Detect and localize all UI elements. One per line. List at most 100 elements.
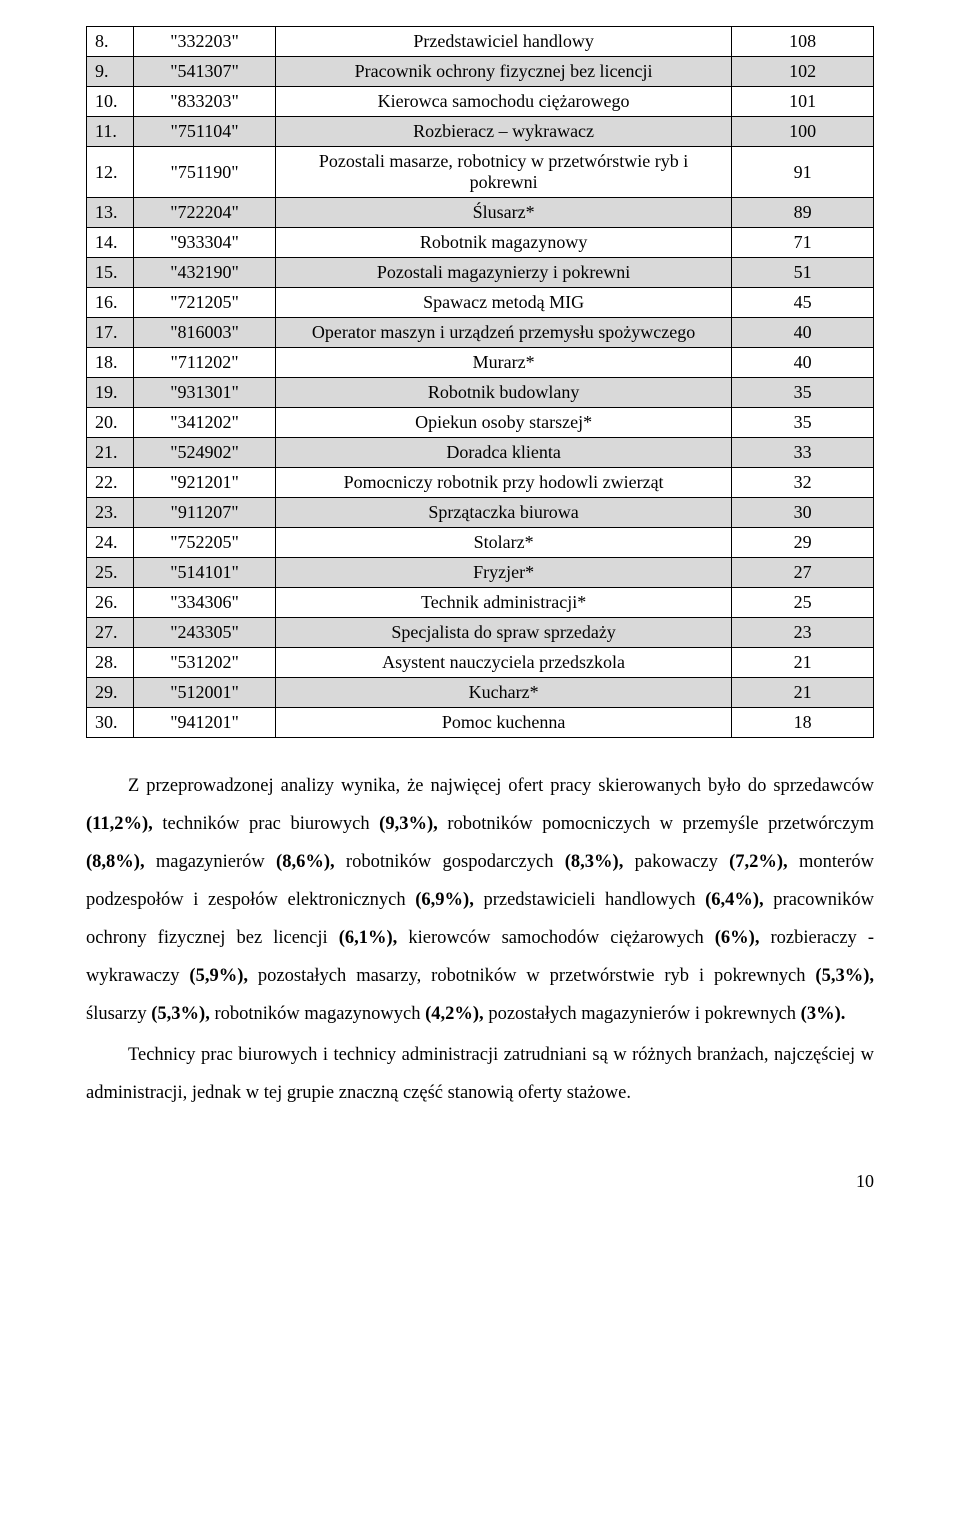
table-row: 15."432190"Pozostali magazynierzy i pokr… [87, 258, 874, 288]
occupation-code: "341202" [134, 408, 276, 438]
table-row: 28."531202"Asystent nauczyciela przedszk… [87, 648, 874, 678]
row-number: 30. [87, 708, 134, 738]
table-row: 14."933304"Robotnik magazynowy71 [87, 228, 874, 258]
table-row: 21."524902"Doradca klienta33 [87, 438, 874, 468]
table-row: 16."721205"Spawacz metodą MIG45 [87, 288, 874, 318]
occupation-name: Pracownik ochrony fizycznej bez licencji [275, 57, 731, 87]
analysis-paragraph-1: Z przeprowadzonej analizy wynika, że naj… [86, 768, 874, 1033]
table-row: 23."911207"Sprzątaczka biurowa30 [87, 498, 874, 528]
row-number: 12. [87, 147, 134, 198]
occupation-code: "524902" [134, 438, 276, 468]
occupation-name: Rozbieracz – wykrawacz [275, 117, 731, 147]
row-number: 16. [87, 288, 134, 318]
occupation-code: "933304" [134, 228, 276, 258]
row-number: 28. [87, 648, 134, 678]
table-row: 12."751190"Pozostali masarze, robotnicy … [87, 147, 874, 198]
occupation-code: "721205" [134, 288, 276, 318]
occupation-count: 40 [732, 318, 874, 348]
occupation-code: "334306" [134, 588, 276, 618]
page-number: 10 [86, 1171, 874, 1192]
occupation-name: Spawacz metodą MIG [275, 288, 731, 318]
occupation-count: 21 [732, 678, 874, 708]
row-number: 24. [87, 528, 134, 558]
occupation-count: 71 [732, 228, 874, 258]
table-row: 27."243305"Specjalista do spraw sprzedaż… [87, 618, 874, 648]
occupation-name: Kierowca samochodu ciężarowego [275, 87, 731, 117]
row-number: 21. [87, 438, 134, 468]
occupation-count: 25 [732, 588, 874, 618]
occupation-code: "751190" [134, 147, 276, 198]
table-row: 19."931301"Robotnik budowlany35 [87, 378, 874, 408]
occupation-count: 33 [732, 438, 874, 468]
occupation-name: Technik administracji* [275, 588, 731, 618]
occupation-name: Przedstawiciel handlowy [275, 27, 731, 57]
occupation-count: 21 [732, 648, 874, 678]
row-number: 10. [87, 87, 134, 117]
table-row: 26."334306"Technik administracji*25 [87, 588, 874, 618]
table-row: 9."541307"Pracownik ochrony fizycznej be… [87, 57, 874, 87]
occupation-name: Fryzjer* [275, 558, 731, 588]
occupation-count: 89 [732, 198, 874, 228]
table-row: 30."941201"Pomoc kuchenna18 [87, 708, 874, 738]
occupation-count: 40 [732, 348, 874, 378]
row-number: 8. [87, 27, 134, 57]
occupation-count: 35 [732, 408, 874, 438]
row-number: 25. [87, 558, 134, 588]
occupation-name: Robotnik budowlany [275, 378, 731, 408]
occupation-name: Operator maszyn i urządzeń przemysłu spo… [275, 318, 731, 348]
table-row: 20."341202"Opiekun osoby starszej*35 [87, 408, 874, 438]
occupation-name: Robotnik magazynowy [275, 228, 731, 258]
table-row: 24."752205"Stolarz*29 [87, 528, 874, 558]
occupation-count: 29 [732, 528, 874, 558]
row-number: 26. [87, 588, 134, 618]
row-number: 15. [87, 258, 134, 288]
occupation-code: "711202" [134, 348, 276, 378]
table-row: 25."514101"Fryzjer*27 [87, 558, 874, 588]
occupation-name: Pomoc kuchenna [275, 708, 731, 738]
table-row: 13."722204"Ślusarz*89 [87, 198, 874, 228]
row-number: 18. [87, 348, 134, 378]
table-row: 8."332203"Przedstawiciel handlowy108 [87, 27, 874, 57]
occupation-count: 35 [732, 378, 874, 408]
occupation-name: Sprzątaczka biurowa [275, 498, 731, 528]
analysis-paragraph-2: Technicy prac biurowych i technicy admin… [86, 1037, 874, 1113]
row-number: 14. [87, 228, 134, 258]
row-number: 11. [87, 117, 134, 147]
occupation-name: Murarz* [275, 348, 731, 378]
row-number: 9. [87, 57, 134, 87]
occupation-code: "931301" [134, 378, 276, 408]
occupation-count: 45 [732, 288, 874, 318]
occupation-code: "541307" [134, 57, 276, 87]
table-row: 17."816003"Operator maszyn i urządzeń pr… [87, 318, 874, 348]
occupation-count: 23 [732, 618, 874, 648]
table-row: 10."833203"Kierowca samochodu ciężaroweg… [87, 87, 874, 117]
occupation-name: Opiekun osoby starszej* [275, 408, 731, 438]
occupation-name: Pozostali magazynierzy i pokrewni [275, 258, 731, 288]
table-row: 29."512001"Kucharz*21 [87, 678, 874, 708]
occupation-code: "432190" [134, 258, 276, 288]
row-number: 22. [87, 468, 134, 498]
occupation-count: 100 [732, 117, 874, 147]
occupation-name: Pozostali masarze, robotnicy w przetwórs… [275, 147, 731, 198]
occupation-count: 102 [732, 57, 874, 87]
occupation-code: "531202" [134, 648, 276, 678]
occupation-code: "752205" [134, 528, 276, 558]
occupation-name: Pomocniczy robotnik przy hodowli zwierzą… [275, 468, 731, 498]
occupation-code: "816003" [134, 318, 276, 348]
row-number: 17. [87, 318, 134, 348]
table-row: 22."921201"Pomocniczy robotnik przy hodo… [87, 468, 874, 498]
occupation-code: "722204" [134, 198, 276, 228]
occupation-name: Asystent nauczyciela przedszkola [275, 648, 731, 678]
occupation-code: "512001" [134, 678, 276, 708]
row-number: 29. [87, 678, 134, 708]
occupation-name: Kucharz* [275, 678, 731, 708]
occupation-code: "243305" [134, 618, 276, 648]
occupation-name: Stolarz* [275, 528, 731, 558]
occupation-count: 108 [732, 27, 874, 57]
occupation-count: 91 [732, 147, 874, 198]
occupation-count: 30 [732, 498, 874, 528]
occupation-code: "911207" [134, 498, 276, 528]
occupation-name: Ślusarz* [275, 198, 731, 228]
row-number: 13. [87, 198, 134, 228]
occupation-count: 101 [732, 87, 874, 117]
